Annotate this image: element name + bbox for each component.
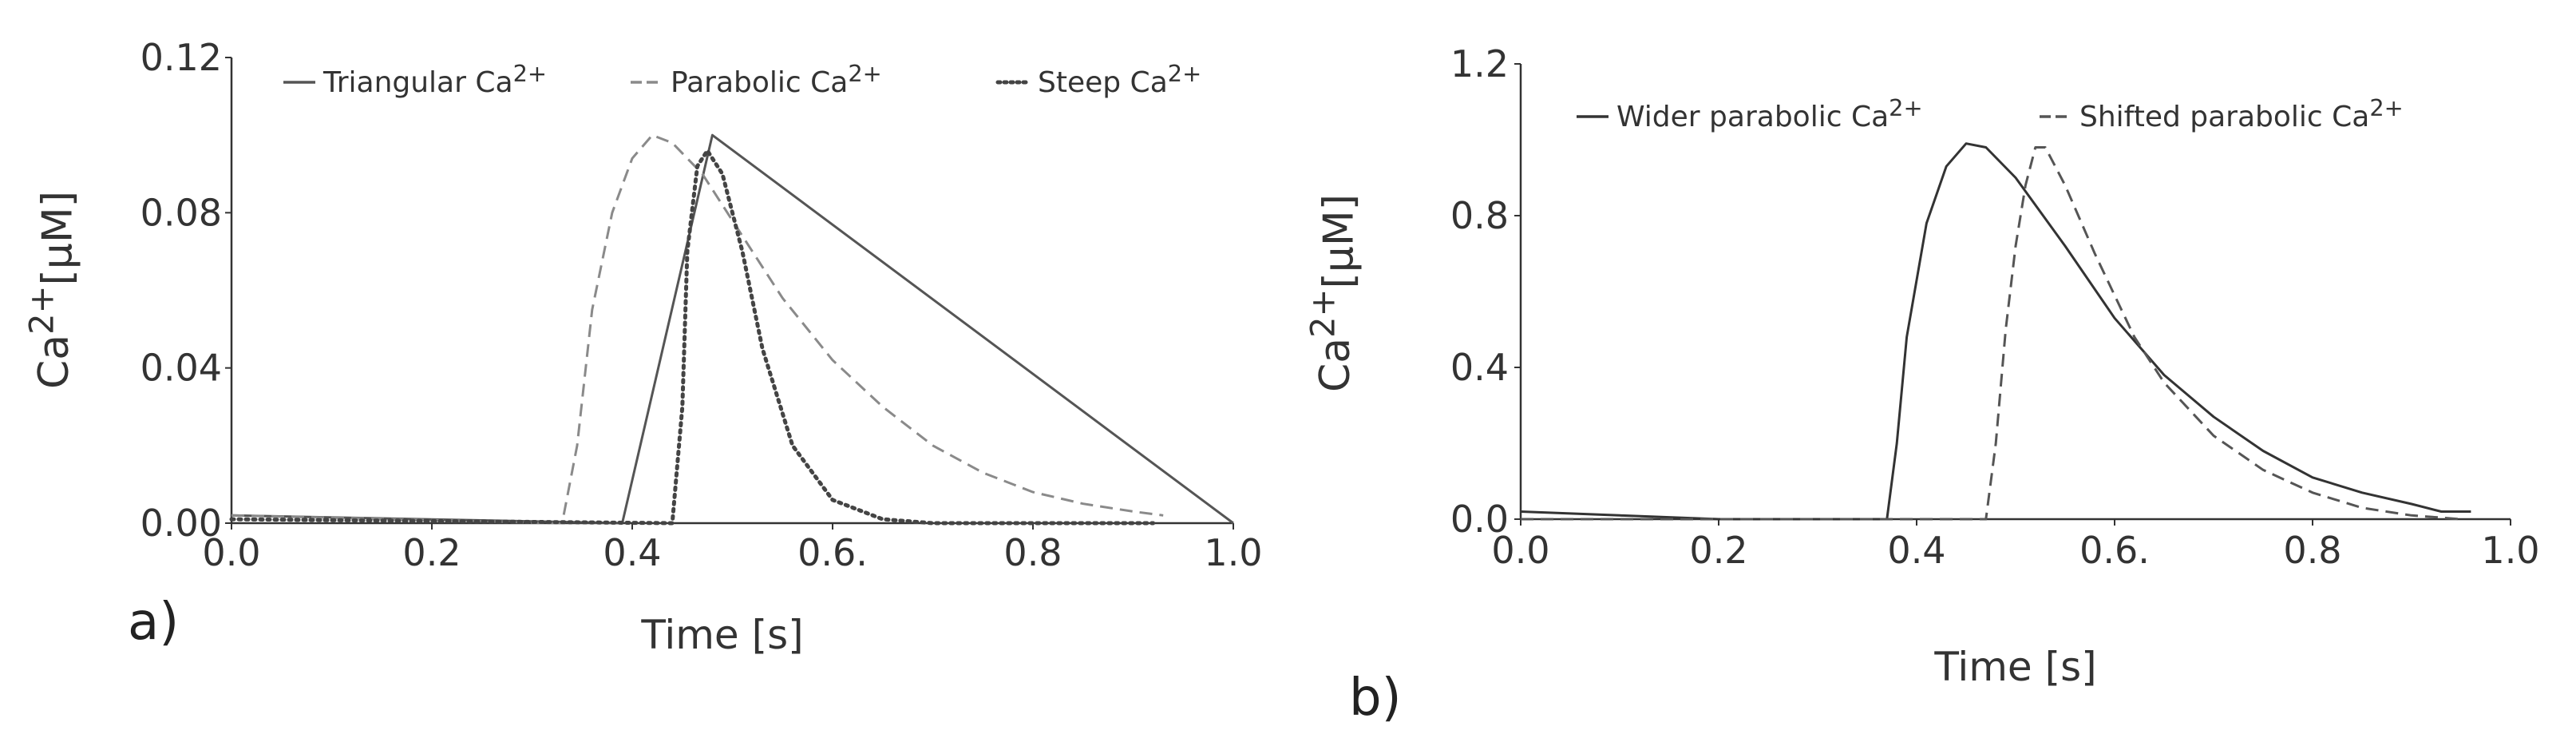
- y-tick-label: 0.08: [140, 191, 222, 234]
- chart-panel-b: 0.0 0.4 0.8 1.2 0.0 0.2 0.4 0.6. 0.8 1.0 Time [s] C…: [1303, 42, 2539, 728]
- x-axis-label: Time [s]: [1933, 644, 2096, 690]
- series-line-dotted: [229, 149, 1156, 526]
- x-tick-label: 0.0: [202, 531, 260, 574]
- x-tick-label: 0.8: [1003, 531, 1062, 574]
- x-tick-label: 0.4: [1887, 529, 1945, 572]
- x-tick-label: 0.8: [2283, 529, 2341, 572]
- series-line-dashed: [231, 133, 1164, 525]
- legend-label: Steep Ca2+: [1038, 60, 1201, 99]
- y-tick-label: 0.0: [1450, 498, 1509, 541]
- y-tick-label: 0.4: [1450, 346, 1509, 389]
- x-tick-label: 0.0: [1491, 529, 1549, 572]
- y-axis-label: Ca2+[μM]: [22, 191, 81, 389]
- series-line-dashed: [1521, 146, 2462, 521]
- panel-label: b): [1349, 669, 1402, 728]
- x-tick-label: 0.6.: [797, 531, 868, 574]
- series-line-solid: [231, 133, 1234, 525]
- x-tick-label: 1.0: [2481, 529, 2539, 572]
- x-axis-label: Time [s]: [640, 612, 803, 658]
- y-tick-label: 0.04: [140, 347, 222, 390]
- y-tick-label: 0.12: [140, 36, 222, 79]
- y-tick-label: 0.8: [1450, 194, 1509, 237]
- x-tick-label: 0.2: [402, 531, 461, 574]
- y-tick-label: 1.2: [1450, 42, 1509, 85]
- x-tick-label: 0.2: [1689, 529, 1747, 572]
- y-axis-label: Ca2+[μM]: [1303, 194, 1363, 392]
- x-tick-label: 0.4: [603, 531, 661, 574]
- legend-label: Parabolic Ca2+: [671, 60, 882, 99]
- y-tick-label: 0.00: [140, 502, 222, 545]
- legend-label: Triangular Ca2+: [322, 60, 547, 99]
- chart-panel-a: 0.00 0.04 0.08 0.12 0.0 0.2 0.4 0.6. 0.8 1.0 Time …: [22, 36, 1262, 658]
- x-tick-label: 1.0: [1204, 531, 1262, 574]
- legend-label: Shifted parabolic Ca2+: [2079, 94, 2404, 133]
- x-tick-label: 0.6.: [2079, 529, 2150, 572]
- legend-label: Wider parabolic Ca2+: [1616, 94, 1923, 133]
- panel-label: a): [128, 593, 179, 652]
- series-line-solid: [1520, 142, 2471, 521]
